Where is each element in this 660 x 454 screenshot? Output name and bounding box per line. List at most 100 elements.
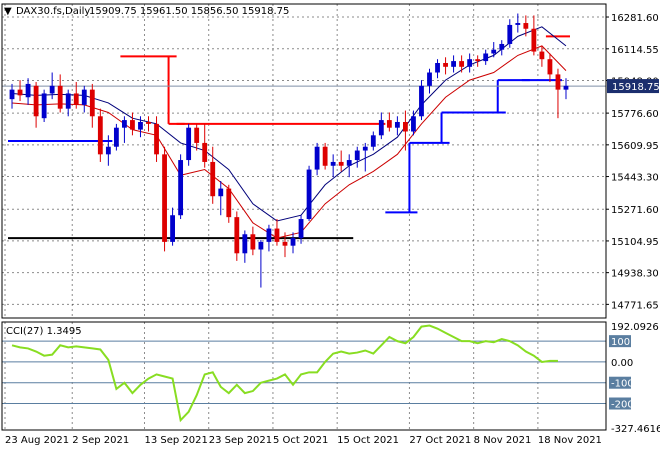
candle-body[interactable] xyxy=(170,215,175,242)
candle-body[interactable] xyxy=(435,62,440,73)
price-tick-label: 15609.95 xyxy=(611,141,659,152)
candle-body[interactable] xyxy=(122,120,127,128)
candle-body[interactable] xyxy=(73,93,79,105)
price-tick-label: 16281.60 xyxy=(611,13,659,24)
cci-tick-label: 0.00 xyxy=(611,358,633,369)
candle-body[interactable] xyxy=(515,23,521,25)
time-tick-label: 23 Sep 2021 xyxy=(209,435,272,446)
candle-body[interactable] xyxy=(250,234,256,250)
cci-line xyxy=(11,324,558,423)
candle-body[interactable] xyxy=(218,188,224,197)
price-tick-label: 14771.65 xyxy=(611,300,659,311)
candle-body[interactable] xyxy=(242,234,248,254)
ohlc-readout: 15909.75 15961.50 15856.50 15918.75 xyxy=(89,6,289,17)
candle-body[interactable] xyxy=(483,53,489,62)
candle-body[interactable] xyxy=(290,238,296,246)
candle-body[interactable] xyxy=(258,241,264,250)
candle-body[interactable] xyxy=(531,28,537,52)
candle-body[interactable] xyxy=(178,160,184,216)
candle-body[interactable] xyxy=(427,72,432,86)
candle-body[interactable] xyxy=(202,142,208,162)
current-price-tag xyxy=(607,79,659,94)
candle-body[interactable] xyxy=(226,188,232,218)
candle-body[interactable] xyxy=(186,127,192,161)
candle-body[interactable] xyxy=(274,228,280,242)
candle-body[interactable] xyxy=(330,161,336,166)
candle-body[interactable] xyxy=(138,121,143,130)
candle-body[interactable] xyxy=(314,146,320,170)
candle-body[interactable] xyxy=(194,127,200,143)
candle-body[interactable] xyxy=(130,120,135,130)
cci-level-tag xyxy=(609,376,631,389)
candle-body[interactable] xyxy=(81,89,87,105)
candle-body[interactable] xyxy=(65,93,71,109)
candle-body[interactable] xyxy=(89,89,95,117)
candle-body[interactable] xyxy=(354,150,360,161)
candle-body[interactable] xyxy=(563,85,569,90)
candle-body[interactable] xyxy=(146,121,151,124)
candle-body[interactable] xyxy=(97,116,103,155)
cci-tick-label: -327.4616 xyxy=(611,424,660,435)
candle-body[interactable] xyxy=(41,93,47,119)
candle-body[interactable] xyxy=(33,85,39,117)
candle-body[interactable] xyxy=(338,161,344,166)
candle-body[interactable] xyxy=(467,59,473,67)
ma-fast-line xyxy=(11,26,567,222)
candle-body[interactable] xyxy=(443,62,448,67)
candle-body[interactable] xyxy=(49,85,55,94)
candle-body[interactable] xyxy=(507,24,513,44)
candle-body[interactable] xyxy=(459,61,465,67)
cci-label: CCI(27) 1.3495 xyxy=(6,326,82,337)
candle-body[interactable] xyxy=(539,51,545,60)
moving-averages xyxy=(11,26,567,239)
time-tick-label: 23 Aug 2021 xyxy=(5,435,69,446)
candle-body[interactable] xyxy=(9,89,15,100)
candle-body[interactable] xyxy=(282,241,288,246)
candle-body[interactable] xyxy=(105,146,111,155)
collapse-marker-icon[interactable]: ▼ xyxy=(4,6,12,17)
candle-body[interactable] xyxy=(25,83,31,98)
time-tick-label: 18 Nov 2021 xyxy=(538,435,602,446)
price-tick-label: 15443.30 xyxy=(611,173,659,184)
candle-body[interactable] xyxy=(57,85,63,109)
candle-body[interactable] xyxy=(523,23,529,29)
ma-slow-line xyxy=(11,45,567,239)
candle-body[interactable] xyxy=(234,217,240,254)
candle-body[interactable] xyxy=(17,89,23,96)
candle-body[interactable] xyxy=(162,154,167,242)
candle-body[interactable] xyxy=(378,120,384,136)
candle-body[interactable] xyxy=(306,169,312,220)
symbol-label: DAX30.fs,Daily xyxy=(16,6,90,17)
candle-body[interactable] xyxy=(113,127,119,147)
candle-body[interactable] xyxy=(386,120,392,128)
candle-body[interactable] xyxy=(154,123,159,155)
candles xyxy=(9,13,569,288)
time-tick-label: 5 Oct 2021 xyxy=(273,435,328,446)
candle-body[interactable] xyxy=(394,121,400,128)
candle-body[interactable] xyxy=(555,74,561,90)
candle-body[interactable] xyxy=(403,121,408,132)
price-tick-label: 16114.55 xyxy=(611,45,659,56)
candle-body[interactable] xyxy=(499,43,505,50)
cci-level-tag-label: -100 xyxy=(611,379,634,390)
cci-tick-label: 192.0926 xyxy=(611,322,659,333)
candle-body[interactable] xyxy=(411,116,416,132)
candle-body[interactable] xyxy=(547,59,553,75)
frames xyxy=(1,3,607,431)
price-tick-label: 15776.60 xyxy=(611,109,659,120)
candle-body[interactable] xyxy=(266,228,272,242)
candle-body[interactable] xyxy=(362,146,368,151)
candle-body[interactable] xyxy=(210,161,216,197)
time-tick-label: 27 Oct 2021 xyxy=(409,435,471,446)
level-lines xyxy=(2,35,606,240)
price-tick-label: 15271.60 xyxy=(611,205,659,216)
candle-body[interactable] xyxy=(419,85,424,117)
candle-body[interactable] xyxy=(475,59,481,62)
candle-body[interactable] xyxy=(322,146,328,166)
candle-body[interactable] xyxy=(370,135,376,147)
candle-body[interactable] xyxy=(298,219,304,239)
candle-body[interactable] xyxy=(346,160,352,166)
candle-body[interactable] xyxy=(451,61,456,67)
candle-body[interactable] xyxy=(491,49,497,54)
